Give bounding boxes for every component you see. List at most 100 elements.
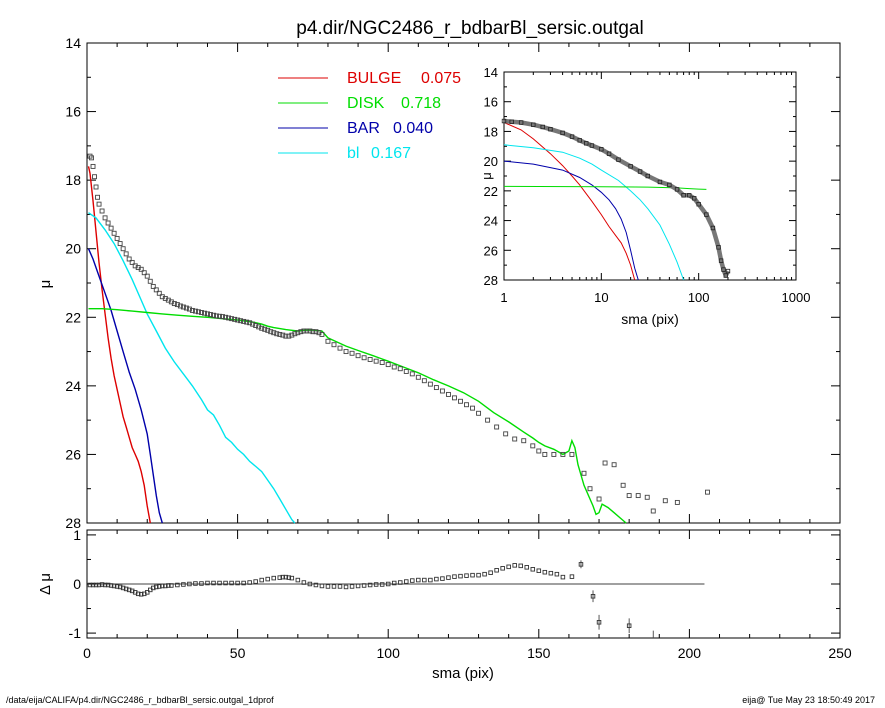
inset-data-point xyxy=(725,268,731,274)
data-point xyxy=(307,328,313,334)
residual-point xyxy=(99,582,105,587)
residual-point xyxy=(464,573,469,578)
data-point xyxy=(141,270,147,276)
residual-point xyxy=(325,584,331,589)
residual-point xyxy=(280,574,286,580)
residual-point xyxy=(211,580,216,586)
data-point xyxy=(265,327,271,333)
chart-title: p4.dir/NGC2486_r_bdbarBl_sersic.outgal xyxy=(296,18,643,39)
inset-data-point xyxy=(584,141,589,146)
data-point xyxy=(635,493,641,499)
data-point xyxy=(367,357,373,362)
residual-point xyxy=(277,575,283,580)
inset-y-tick-label: 14 xyxy=(484,65,498,80)
residual-point xyxy=(235,580,240,586)
main-data-points xyxy=(87,153,710,514)
residual-point xyxy=(96,582,102,588)
residual-point xyxy=(355,583,361,589)
data-point xyxy=(171,301,177,307)
main-y-tick-label: 16 xyxy=(65,104,81,120)
data-point xyxy=(229,316,235,322)
inset-x-tick-label: 1 xyxy=(500,290,507,305)
data-point xyxy=(238,318,244,324)
inset-data-point xyxy=(637,169,643,174)
residual-point xyxy=(253,579,258,584)
main-y-tick-label: 26 xyxy=(65,446,81,462)
data-point xyxy=(325,338,331,344)
residual-point xyxy=(120,585,126,591)
residual-point xyxy=(470,572,475,578)
residual-point xyxy=(422,577,427,583)
inset-x-tick-label: 10 xyxy=(594,290,608,305)
residual-point xyxy=(123,586,129,592)
data-point xyxy=(361,355,367,361)
residual-point xyxy=(87,582,93,588)
data-point xyxy=(93,184,99,190)
inset-data-point xyxy=(589,143,595,148)
data-point xyxy=(512,436,518,442)
data-point xyxy=(569,451,575,457)
legend-label-bulge: BULGE xyxy=(347,70,401,87)
x-tick-label: 150 xyxy=(527,645,551,661)
residual-point xyxy=(548,570,554,576)
data-point xyxy=(409,371,415,377)
data-point xyxy=(280,332,286,338)
residual-point xyxy=(271,575,276,581)
data-point xyxy=(560,451,566,457)
residual-point xyxy=(373,582,379,587)
data-point xyxy=(241,318,247,324)
residual-point xyxy=(434,576,439,582)
data-point xyxy=(452,395,457,401)
inset-data-point xyxy=(569,134,575,139)
main-y-tick-label: 18 xyxy=(65,172,81,188)
data-point xyxy=(129,259,135,265)
data-point xyxy=(90,163,96,169)
data-point xyxy=(244,319,250,325)
residual-point xyxy=(144,590,150,595)
residual-point xyxy=(117,584,123,590)
legend: BULGE 0.075 DISK 0.718 BAR 0.040 bl 0.167 xyxy=(278,70,461,162)
main-series xyxy=(87,166,627,524)
data-point xyxy=(180,304,186,310)
data-point xyxy=(189,307,195,313)
residual-point xyxy=(154,584,159,590)
residual-point xyxy=(488,570,493,575)
residual-point xyxy=(307,581,313,587)
data-point xyxy=(343,349,349,355)
inset-y-tick-label: 20 xyxy=(484,154,498,169)
residual-point xyxy=(265,576,270,582)
residual-point xyxy=(428,577,433,583)
data-point xyxy=(144,273,150,279)
data-point xyxy=(289,332,295,338)
main-y-axis-label: μ xyxy=(37,280,54,289)
data-point xyxy=(337,345,343,351)
data-point xyxy=(256,324,262,330)
residual-y-axis-label: Δ μ xyxy=(37,573,54,595)
residual-point xyxy=(494,568,499,573)
data-point xyxy=(232,316,238,322)
residual-point xyxy=(343,584,349,590)
footer-file-path: /data/eija/CALIFA/p4.dir/NGC2486_r_bdbar… xyxy=(6,695,274,705)
residual-point xyxy=(135,591,141,597)
residual-point xyxy=(391,580,397,586)
residual-point xyxy=(169,583,174,588)
residual-point xyxy=(259,577,264,583)
data-point xyxy=(92,174,97,180)
data-point xyxy=(183,305,189,311)
data-point xyxy=(536,448,542,454)
data-point xyxy=(503,431,509,437)
residual-point xyxy=(331,584,337,589)
data-point xyxy=(674,499,680,505)
residual-point xyxy=(295,577,301,583)
inset-y-tick-label: 18 xyxy=(484,124,498,139)
data-point xyxy=(211,312,216,318)
data-point xyxy=(349,350,355,356)
data-point xyxy=(705,489,710,495)
footer-timestamp: eija@ Tue May 23 18:50:49 2017 xyxy=(742,695,875,705)
main-axes: 14 16 18 20 22 24 26 28 xyxy=(65,35,841,531)
residual-point xyxy=(458,573,463,579)
inset-data-point xyxy=(681,193,686,198)
data-point xyxy=(662,498,668,504)
residual-point xyxy=(199,581,204,586)
data-point xyxy=(108,225,114,231)
